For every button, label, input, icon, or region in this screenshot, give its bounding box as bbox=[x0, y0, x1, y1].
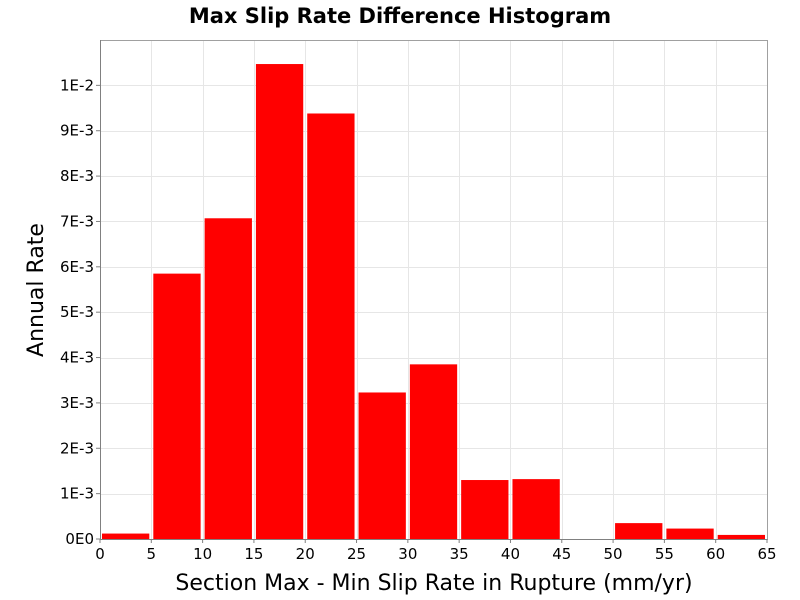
y-tick-label: 6E-3 bbox=[60, 258, 94, 276]
chart-title: Max Slip Rate Difference Histogram bbox=[189, 4, 611, 28]
x-axis-ticks: 0 5 10 15 20 25 30 35 40 45 50 55 60 65 bbox=[95, 539, 777, 563]
x-tick-label: 45 bbox=[552, 545, 571, 563]
x-tick-label: 5 bbox=[147, 545, 157, 563]
x-tick-label: 60 bbox=[706, 545, 725, 563]
y-tick-label: 2E-3 bbox=[60, 439, 94, 457]
histogram-bar bbox=[717, 534, 765, 539]
y-tick-label: 1E-2 bbox=[60, 76, 94, 94]
histogram-bar bbox=[409, 364, 458, 539]
x-tick-label: 35 bbox=[450, 545, 469, 563]
x-tick-label: 0 bbox=[95, 545, 105, 563]
y-tick-label: 1E-3 bbox=[60, 485, 94, 503]
y-tick-label: 0E0 bbox=[65, 530, 94, 548]
x-tick-label: 50 bbox=[604, 545, 623, 563]
x-tick-label: 30 bbox=[398, 545, 417, 563]
y-axis-ticks: 0E0 1E-3 2E-3 3E-3 4E-3 5E-3 6E-3 7E-3 8E-3 9E-3 1… bbox=[60, 76, 100, 548]
y-tick-label: 7E-3 bbox=[60, 212, 94, 230]
histogram-bar bbox=[358, 392, 406, 539]
histogram-bar bbox=[255, 64, 304, 539]
histogram-bar bbox=[512, 479, 560, 539]
y-tick-label: 4E-3 bbox=[60, 349, 94, 367]
x-axis-label: Section Max - Min Slip Rate in Rupture (… bbox=[175, 571, 692, 596]
x-tick-label: 20 bbox=[296, 545, 315, 563]
axes-layer bbox=[100, 40, 767, 540]
x-tick-label: 65 bbox=[757, 545, 776, 563]
x-tick-label: 25 bbox=[347, 545, 366, 563]
x-tick-label: 15 bbox=[244, 545, 263, 563]
y-tick-label: 8E-3 bbox=[60, 167, 94, 185]
histogram-bar bbox=[307, 113, 355, 540]
x-tick-label: 55 bbox=[655, 545, 674, 563]
x-tick-label: 10 bbox=[193, 545, 212, 563]
y-tick-label: 5E-3 bbox=[60, 303, 94, 321]
histogram-bar bbox=[153, 273, 201, 539]
histogram-bar bbox=[102, 533, 150, 539]
histogram-bar bbox=[615, 523, 663, 539]
x-tick-label: 40 bbox=[501, 545, 520, 563]
histogram-bar bbox=[666, 528, 714, 539]
y-tick-label: 3E-3 bbox=[60, 394, 94, 412]
histogram-bar bbox=[461, 480, 509, 539]
histogram-bar bbox=[204, 218, 252, 539]
y-tick-label: 9E-3 bbox=[60, 122, 94, 140]
bars-layer bbox=[102, 64, 765, 540]
y-axis-label: Annual Rate bbox=[24, 223, 49, 357]
